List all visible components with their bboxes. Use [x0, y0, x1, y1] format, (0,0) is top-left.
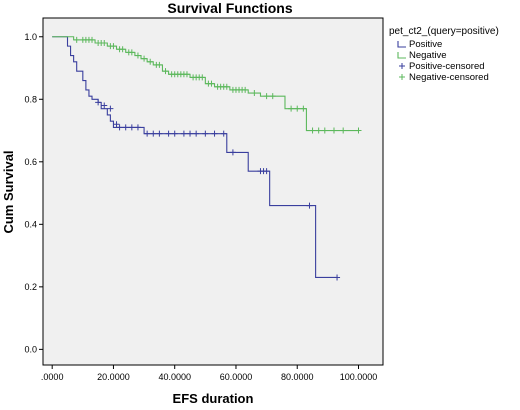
positive-legend-label: Positive	[409, 39, 442, 50]
x-tick-label: 80.0000	[281, 372, 314, 382]
y-tick-label: 1.0	[24, 32, 37, 42]
y-tick-label: 0.4	[24, 219, 37, 229]
negative-censored-marker	[315, 127, 322, 134]
positive-censored-marker	[211, 130, 218, 137]
positive-censored-marker	[156, 130, 163, 137]
positive-censored-legend-label: Positive-censored	[409, 61, 485, 72]
y-tick-label: 0.0	[24, 344, 37, 354]
positive-censored-marker	[263, 168, 270, 175]
positive-censored-marker	[229, 149, 236, 156]
positive-censored-legend-swatch	[399, 63, 405, 69]
x-tick-label: .0000	[41, 372, 64, 382]
negative-censored-marker	[294, 105, 301, 112]
negative-censored-marker	[110, 43, 117, 50]
positive-censored-marker	[306, 202, 313, 209]
negative-censored-marker	[223, 83, 230, 90]
negative-censored-marker	[300, 105, 307, 112]
x-tick-label: 100.0000	[340, 372, 378, 382]
negative-censored-marker	[183, 71, 190, 78]
positive-censored-marker	[107, 105, 114, 112]
y-tick-label: 0.6	[24, 157, 37, 167]
series-layer	[52, 36, 362, 281]
chart-title: Survival Functions	[167, 0, 292, 16]
negative-censored-marker	[147, 58, 154, 65]
negative-censored-marker	[119, 46, 126, 53]
y-tick-label: 0.2	[24, 282, 37, 292]
positive-censored-marker	[193, 130, 200, 137]
negative-legend-swatch	[397, 52, 406, 59]
negative-censored-marker	[309, 127, 316, 134]
legend-title: pet_ct2_(query=positive)	[389, 26, 499, 37]
positive-censored-marker	[150, 130, 157, 137]
positive-censored-marker	[116, 124, 123, 131]
negative-censored-marker	[263, 93, 270, 100]
x-tick-label: 40.0000	[158, 372, 191, 382]
negative-censored-marker	[330, 127, 337, 134]
negative-censored-marker	[269, 93, 276, 100]
positive-censored-marker	[171, 130, 178, 137]
x-axis-title: EFS duration	[173, 391, 254, 406]
positive-censored-marker	[134, 124, 141, 131]
negative-censored-marker	[199, 74, 206, 81]
negative-censored-marker	[162, 68, 169, 75]
positive-censored-marker	[101, 102, 108, 109]
legend: pet_ct2_(query=positive) PositiveNegativ…	[389, 26, 499, 83]
positive-censored-marker	[202, 130, 209, 137]
y-axis-title: Cum Survival	[1, 150, 16, 233]
positive-censored-marker	[334, 274, 341, 281]
positive-censored-marker	[144, 130, 151, 137]
x-tick-label: 20.0000	[97, 372, 130, 382]
y-axis: 0.0 0.2 0.4 0.6 0.8 1.0	[24, 32, 43, 354]
negative-censored-marker	[208, 80, 215, 87]
negative-censored-marker	[288, 105, 295, 112]
negative-censored-marker	[242, 86, 249, 93]
negative-censored-marker	[89, 36, 96, 43]
negative-censored-marker	[321, 127, 328, 134]
negative-censored-marker	[251, 90, 258, 97]
negative-censored-marker	[141, 55, 148, 62]
negative-censored-marker	[134, 52, 141, 59]
positive-censored-marker	[180, 130, 187, 137]
positive-censored-marker	[122, 124, 129, 131]
negative-censored-marker	[73, 36, 80, 43]
negative-censored-marker	[355, 127, 362, 134]
plot-area	[42, 17, 384, 366]
negative-censored-marker	[128, 49, 135, 56]
positive-censored-marker	[113, 121, 120, 128]
x-tick-label: 60.0000	[220, 372, 253, 382]
x-axis: .0000 20.0000 40.0000 60.0000 80.0000 100.000…	[41, 365, 377, 382]
positive-censored-marker	[187, 130, 194, 137]
positive-censored-marker	[128, 124, 135, 131]
y-tick-label: 0.8	[24, 94, 37, 104]
positive-censored-marker	[220, 130, 227, 137]
negative-censored-marker	[101, 40, 108, 47]
positive-legend-swatch	[397, 41, 406, 48]
negative-censored-legend-label: Negative-censored	[409, 72, 489, 83]
positive-censored-marker	[95, 99, 102, 106]
negative-censored-marker	[340, 127, 347, 134]
negative-censored-legend-swatch	[399, 74, 405, 80]
positive-censored-marker	[165, 130, 172, 137]
negative-legend-label: Negative	[409, 50, 447, 61]
negative-censored-marker	[156, 61, 163, 68]
